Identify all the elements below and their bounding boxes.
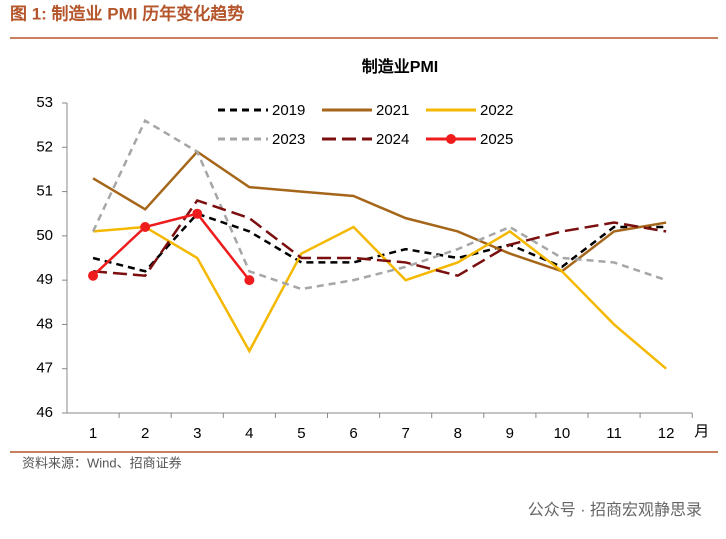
series-line xyxy=(92,225,667,370)
x-tick-label: 12 xyxy=(658,425,675,442)
x-tick-label: 8 xyxy=(454,425,462,442)
figure-title: 图 1: 制造业 PMI 历年变化趋势 xyxy=(10,3,244,23)
point xyxy=(140,222,151,232)
y-tick-label: 52 xyxy=(36,138,53,155)
x-tick-label: 3 xyxy=(193,425,201,442)
x-tick-label: 11 xyxy=(606,425,622,442)
x-tick-label: 6 xyxy=(349,425,357,442)
y-tick-label: 46 xyxy=(36,404,53,421)
y-tick-label: 49 xyxy=(36,271,53,288)
legend-marker xyxy=(446,134,456,144)
series-line xyxy=(92,212,251,281)
point xyxy=(244,275,255,286)
x-tick-label: 2 xyxy=(141,425,149,442)
series-line xyxy=(92,198,667,278)
x-tick-label: 10 xyxy=(554,425,571,442)
watermark: 公众号 · 招商宏观静思录 xyxy=(528,501,702,519)
x-tick-label: 9 xyxy=(506,425,514,442)
legend-label: 2022 xyxy=(480,102,513,119)
x-tick-label: 1 xyxy=(89,425,97,442)
x-tick-label: 4 xyxy=(245,425,253,442)
legend-label: 2021 xyxy=(376,102,409,119)
legend-label: 2023 xyxy=(272,131,305,148)
y-tick-label: 50 xyxy=(36,227,53,244)
x-unit: 月 xyxy=(694,423,709,440)
source: 资料来源：Wind、招商证券 xyxy=(22,455,182,470)
legend-label: 2019 xyxy=(272,102,305,119)
y-tick-label: 53 xyxy=(36,94,53,111)
series-line xyxy=(92,212,667,273)
legend-label: 2025 xyxy=(480,131,513,148)
x-tick-label: 7 xyxy=(401,425,409,442)
series-line xyxy=(91,118,667,291)
legend-label: 2024 xyxy=(376,131,409,148)
y-tick-label: 47 xyxy=(36,360,53,377)
chart-title: 制造业PMI xyxy=(362,57,438,76)
point xyxy=(88,270,99,281)
series-line xyxy=(92,150,667,273)
point xyxy=(192,208,203,219)
y-tick-label: 51 xyxy=(36,183,53,200)
x-tick-label: 5 xyxy=(297,425,305,442)
y-tick-label: 48 xyxy=(36,315,53,332)
